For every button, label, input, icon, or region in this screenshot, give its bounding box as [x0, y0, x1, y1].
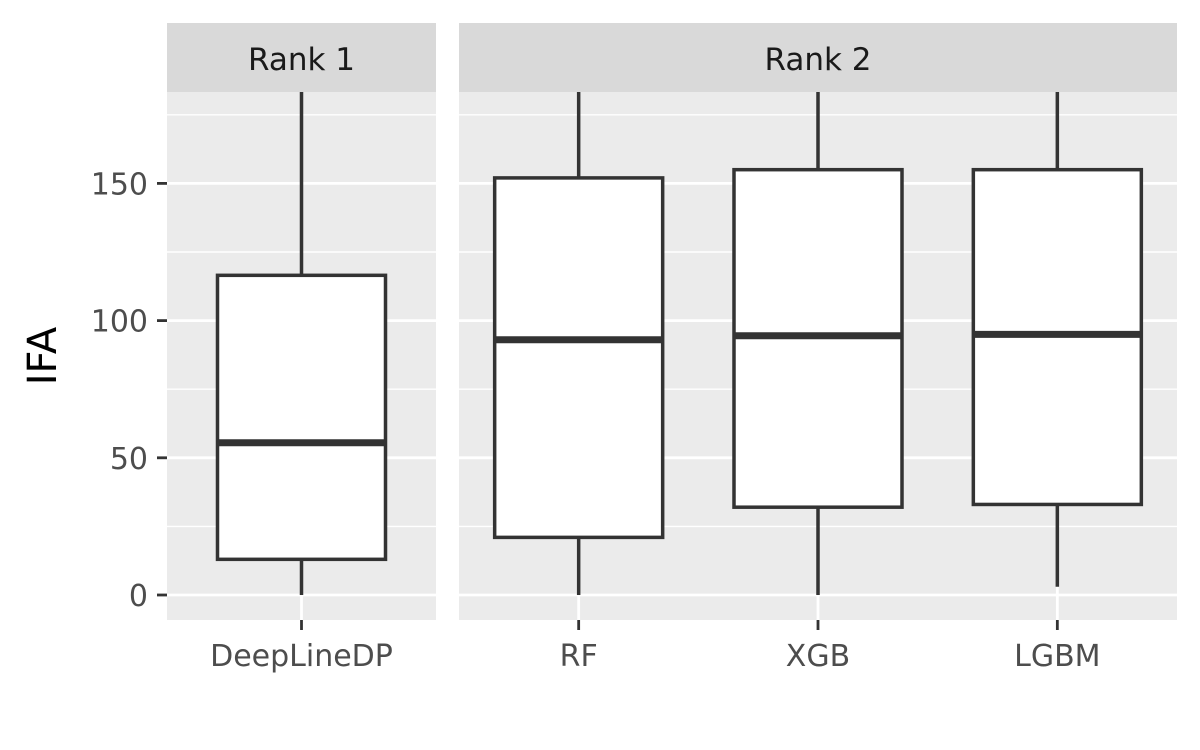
x-tick-label: RF: [560, 639, 598, 674]
strip-label: Rank 1: [248, 42, 355, 78]
y-tick-label: 0: [129, 579, 148, 614]
y-axis: 0 50 100 150: [91, 167, 167, 614]
y-axis-title: IFA: [20, 326, 66, 385]
box-group-deeplinedp: DeepLineDP: [210, 92, 393, 674]
x-tick-label: DeepLineDP: [210, 639, 393, 674]
box-group-lgbm: LGBM: [971, 92, 1144, 674]
strip-background: [459, 23, 1177, 92]
strip-label: Rank 2: [764, 42, 871, 78]
box-group-xgb: XGB: [732, 92, 904, 674]
strip-background: [167, 23, 436, 92]
y-tick-label: 100: [91, 305, 148, 340]
facet-panels: Rank 1 DeepLineDP Rank 2 RF XGB LGBM: [167, 23, 1177, 674]
x-tick-label: XGB: [786, 639, 850, 674]
box-group-rf: RF: [492, 92, 665, 674]
facet-panel-2: Rank 2 RF XGB LGBM: [459, 23, 1177, 674]
facet-panel-1: Rank 1 DeepLineDP: [167, 23, 436, 674]
y-tick-label: 150: [91, 167, 148, 202]
box: [492, 176, 665, 540]
y-tick-label: 50: [110, 442, 148, 477]
box: [215, 273, 388, 562]
x-tick-label: LGBM: [1014, 639, 1100, 674]
